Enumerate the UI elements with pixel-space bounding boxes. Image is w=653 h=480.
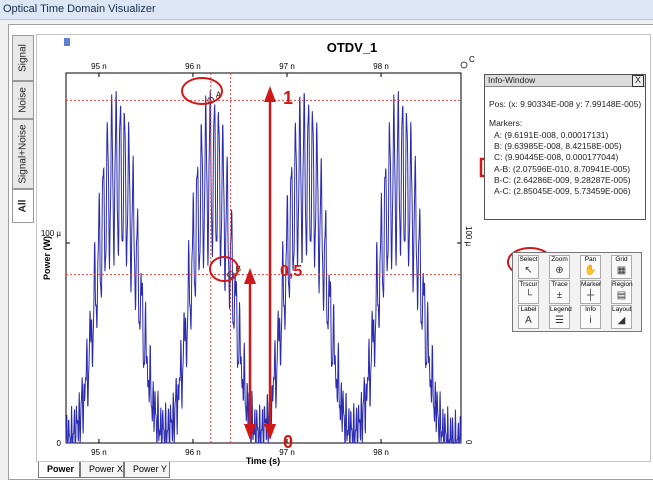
marker-point-b[interactable]: [227, 271, 235, 279]
annotation-circle-marker-a: [181, 77, 223, 105]
graph-toolbar: Select ↖ Zoom ⊕ Pan ✋ Grid ▦ Trscur └ Trace ± …: [512, 252, 642, 332]
y-tick-label-zero-right: 0: [464, 440, 473, 445]
x-tick-labels-bottom: 95 n 96 n 97 n 98 n: [91, 448, 389, 457]
trscur-tool-button[interactable]: Trscur └: [518, 280, 539, 304]
label-tool-button[interactable]: Label A: [518, 305, 539, 329]
x-tick-label: 98 n: [373, 448, 389, 457]
annotation-arrowhead-top: [264, 86, 276, 102]
x-tick-label: 96 n: [185, 448, 201, 457]
info-pos: Pos: (x: 9.90334E-008 y: 7.99148E-005): [489, 99, 642, 109]
annotation-label-half: 0,5: [280, 263, 302, 280]
legend-tool-button[interactable]: Legend ☰: [549, 305, 572, 329]
x-tick-label: 95 n: [91, 62, 107, 71]
info-window-title: Info-Window: [488, 75, 536, 85]
annotation-circle-marker-b: [209, 256, 239, 282]
annotation-arrowhead-half-bottom: [244, 424, 256, 440]
label-icon: A: [525, 315, 532, 326]
y-tick-label-mid-right: 100 µ: [464, 226, 473, 247]
info-line-a-c: A-C: (2.85045E-009, 5.73459E-006): [494, 186, 631, 196]
pan-tool-button[interactable]: Pan ✋: [580, 255, 601, 279]
annotation-label-zero: 0: [283, 432, 293, 452]
zoom-icon: ⊕: [555, 265, 564, 276]
layout-tool-button[interactable]: Layout ◢: [611, 305, 632, 329]
tab-all[interactable]: All: [12, 189, 34, 223]
tab-power-y[interactable]: Power Y: [124, 462, 170, 478]
x-tick-label: 98 n: [373, 62, 389, 71]
x-tick-label: 96 n: [185, 62, 201, 71]
y-tick-label-mid: 100 µ: [41, 229, 62, 238]
y-tick-label-zero: 0: [57, 439, 62, 448]
region-tool-button[interactable]: Region ▤: [611, 280, 633, 304]
annotation-label-one: 1: [283, 88, 293, 108]
x-tick-label: 95 n: [91, 448, 107, 457]
power-trace-line: [65, 90, 462, 445]
x-axis-label: Time (s): [246, 456, 280, 466]
close-icon[interactable]: X: [632, 75, 644, 87]
tab-power[interactable]: Power: [38, 462, 80, 478]
y-axis-label: Power (W): [42, 236, 52, 280]
info-window-header: Info-Window X: [485, 75, 645, 87]
info-tool-button[interactable]: Info i: [580, 305, 601, 329]
layout-icon: ◢: [617, 315, 626, 326]
hand-icon: ✋: [584, 265, 597, 276]
grid-icon: ▦: [616, 265, 627, 276]
marker-point-c[interactable]: [460, 61, 468, 69]
marker-label-c: C: [469, 55, 475, 64]
info-line-a-b: A-B: (2.07596E-010, 8.70941E-005): [494, 164, 631, 174]
trace-icon: ±: [556, 290, 563, 301]
info-line-b-c: B-C: (2.64286E-009, 9.28287E-005): [494, 175, 631, 185]
info-icon: i: [589, 315, 592, 326]
zoom-tool-button[interactable]: Zoom ⊕: [549, 255, 570, 279]
x-tick-label: 97 n: [279, 448, 295, 457]
tab-noise[interactable]: Noise: [12, 81, 34, 119]
region-icon: ▤: [616, 290, 627, 301]
info-markers-heading: Markers:: [489, 118, 523, 128]
tab-power-x[interactable]: Power X: [80, 462, 124, 478]
marker-points[interactable]: ABC: [207, 55, 475, 279]
info-line-a: A: (9.6191E-008, 0.00017131): [494, 130, 609, 140]
window-title: Optical Time Domain Visualizer: [3, 3, 156, 15]
trace-tool-button[interactable]: Trace ±: [549, 280, 570, 304]
graph-window-icon: [64, 38, 70, 46]
crosshair-icon: ┼: [586, 290, 595, 301]
grid-tool-button[interactable]: Grid ▦: [611, 255, 632, 279]
legend-icon: ☰: [555, 315, 564, 326]
side-tab-strip: Signal Noise Signal+Noise All: [12, 35, 34, 465]
marker-label-a: A: [216, 90, 222, 99]
annotation-arrowhead-bottom: [264, 424, 276, 440]
info-line-c: C: (9.90445E-008, 0.000177044): [494, 152, 619, 162]
annotation-arrowhead-half-top: [244, 268, 256, 284]
trace-cursor-icon: └: [524, 290, 533, 301]
info-window[interactable]: Info-Window X Pos: (x: 9.90334E-008 y: 7…: [484, 74, 646, 220]
x-tick-label: 97 n: [279, 62, 295, 71]
graph-title: OTDV_1: [327, 40, 378, 55]
x-tick-labels-top: 95 n 96 n 97 n 98 n: [91, 62, 389, 71]
window-titlebar: Optical Time Domain Visualizer: [0, 0, 653, 20]
axis-ticks: [66, 73, 461, 444]
marker-guides: [66, 73, 461, 443]
info-line-b: B: (9.63985E-008, 8.42158E-005): [494, 141, 622, 151]
select-tool-button[interactable]: Select ↖: [518, 255, 539, 279]
tab-signal-noise[interactable]: Signal+Noise: [12, 119, 34, 189]
cursor-arrow-icon: ↖: [524, 265, 533, 276]
marker-tool-button[interactable]: Marker ┼: [580, 280, 601, 304]
tab-signal[interactable]: Signal: [12, 35, 34, 81]
